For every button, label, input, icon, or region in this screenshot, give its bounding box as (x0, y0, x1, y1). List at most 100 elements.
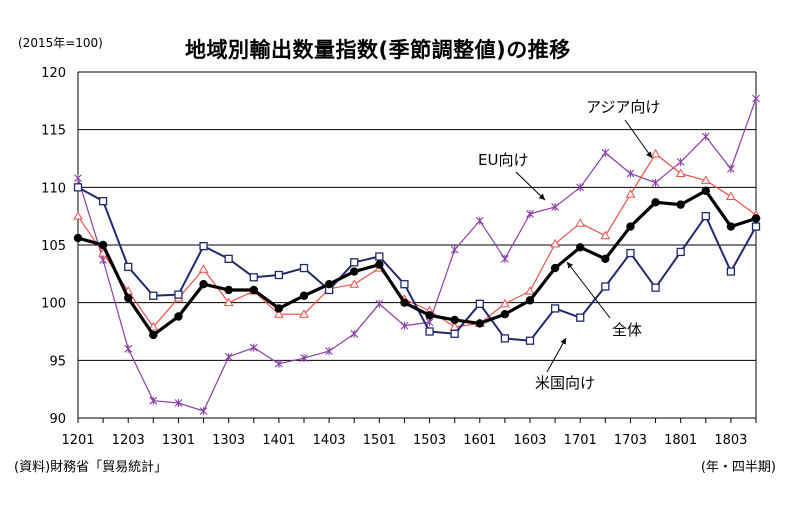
data-point (274, 270, 284, 280)
data-point (148, 321, 159, 331)
x-tick-label: 1201 (61, 433, 94, 448)
data-point (576, 313, 585, 322)
data-point (224, 352, 233, 361)
data-point (274, 304, 284, 313)
data-point (500, 298, 510, 308)
x-tick-label: 1301 (162, 433, 195, 448)
data-point (98, 197, 108, 206)
x-tick-label: 1503 (413, 433, 446, 448)
data-point (349, 279, 360, 288)
period-note: (年・四半期) (700, 460, 776, 475)
data-point (98, 240, 108, 250)
data-point (74, 174, 82, 183)
series-0 (73, 186, 761, 340)
callout-arrow-asia (624, 119, 653, 159)
y-tick-label: 110 (41, 181, 66, 196)
data-point (299, 263, 309, 273)
data-point (525, 336, 535, 345)
data-point (174, 399, 183, 408)
data-point (551, 202, 559, 211)
data-point (425, 311, 434, 320)
data-point (752, 94, 760, 103)
data-point (701, 132, 710, 141)
data-point (475, 319, 484, 328)
data-point (73, 211, 83, 220)
data-point (651, 178, 660, 187)
data-point (124, 262, 133, 272)
data-point (701, 186, 710, 195)
series-3 (74, 94, 760, 416)
data-point (249, 343, 258, 352)
data-point (249, 285, 258, 295)
data-point (174, 312, 183, 321)
data-point (400, 321, 409, 330)
x-tick-label: 1303 (212, 433, 245, 448)
data-point (676, 200, 685, 209)
callout-arrow-us (546, 337, 567, 373)
callout-label-total: 全体 (612, 321, 642, 339)
series-line (77, 189, 757, 337)
data-point (174, 290, 183, 299)
x-tick-label: 1803 (714, 433, 747, 448)
data-point (73, 233, 83, 243)
data-point (299, 291, 309, 300)
y-tick-label: 115 (41, 124, 66, 139)
unit-label: (2015年=100) (18, 36, 103, 50)
data-point (275, 359, 283, 368)
data-point (274, 309, 284, 318)
data-point (325, 347, 333, 356)
data-point (198, 264, 209, 273)
x-tick-label: 1703 (614, 433, 647, 448)
data-point (525, 296, 535, 305)
data-point (726, 222, 736, 231)
data-point (675, 168, 686, 177)
data-point (525, 286, 535, 295)
data-point (475, 216, 484, 225)
data-point (149, 330, 158, 340)
data-point (450, 315, 459, 325)
data-point (249, 273, 258, 282)
data-point (576, 183, 585, 192)
callout-arrow-eu (515, 171, 546, 201)
series-callouts: アジア向け EU向け 全体 米国向け (478, 98, 660, 392)
y-tick-label: 120 (41, 66, 66, 81)
x-axis-ticks: 1201 1203 1301 1303 1401 1403 1501 1503 1601 1603… (61, 418, 757, 448)
data-point (350, 329, 359, 338)
data-point (550, 304, 560, 313)
data-point (124, 293, 133, 303)
series-lines (73, 94, 761, 416)
data-point (425, 318, 434, 327)
data-point (500, 334, 510, 343)
data-point (375, 252, 384, 261)
data-point (299, 309, 309, 318)
data-point (625, 189, 636, 198)
data-point (425, 327, 434, 336)
callout-label-us: 米国向け (535, 374, 595, 392)
data-point (224, 285, 233, 295)
data-point (500, 310, 510, 319)
data-point (199, 407, 208, 416)
data-point (650, 148, 661, 158)
data-point (576, 243, 585, 252)
data-point (73, 183, 83, 192)
data-point (676, 157, 685, 166)
data-point (550, 238, 560, 248)
data-point (601, 148, 610, 157)
data-point (601, 282, 610, 291)
x-tick-label: 1501 (363, 433, 396, 448)
y-tick-label: 90 (49, 412, 66, 427)
data-point (124, 344, 133, 353)
data-point (727, 164, 735, 173)
data-point (676, 247, 685, 257)
data-point (700, 175, 711, 184)
y-tick-label: 105 (41, 239, 66, 254)
source-note: (資料)財務省「貿易統計」 (14, 460, 168, 475)
data-point (224, 254, 233, 263)
data-point (475, 299, 484, 308)
data-point (501, 254, 509, 263)
x-tick-label: 1603 (513, 433, 546, 448)
y-tick-label: 95 (49, 354, 66, 369)
x-tick-label: 1701 (564, 433, 597, 448)
data-point (300, 354, 308, 363)
callout-arrow-total (566, 261, 611, 319)
